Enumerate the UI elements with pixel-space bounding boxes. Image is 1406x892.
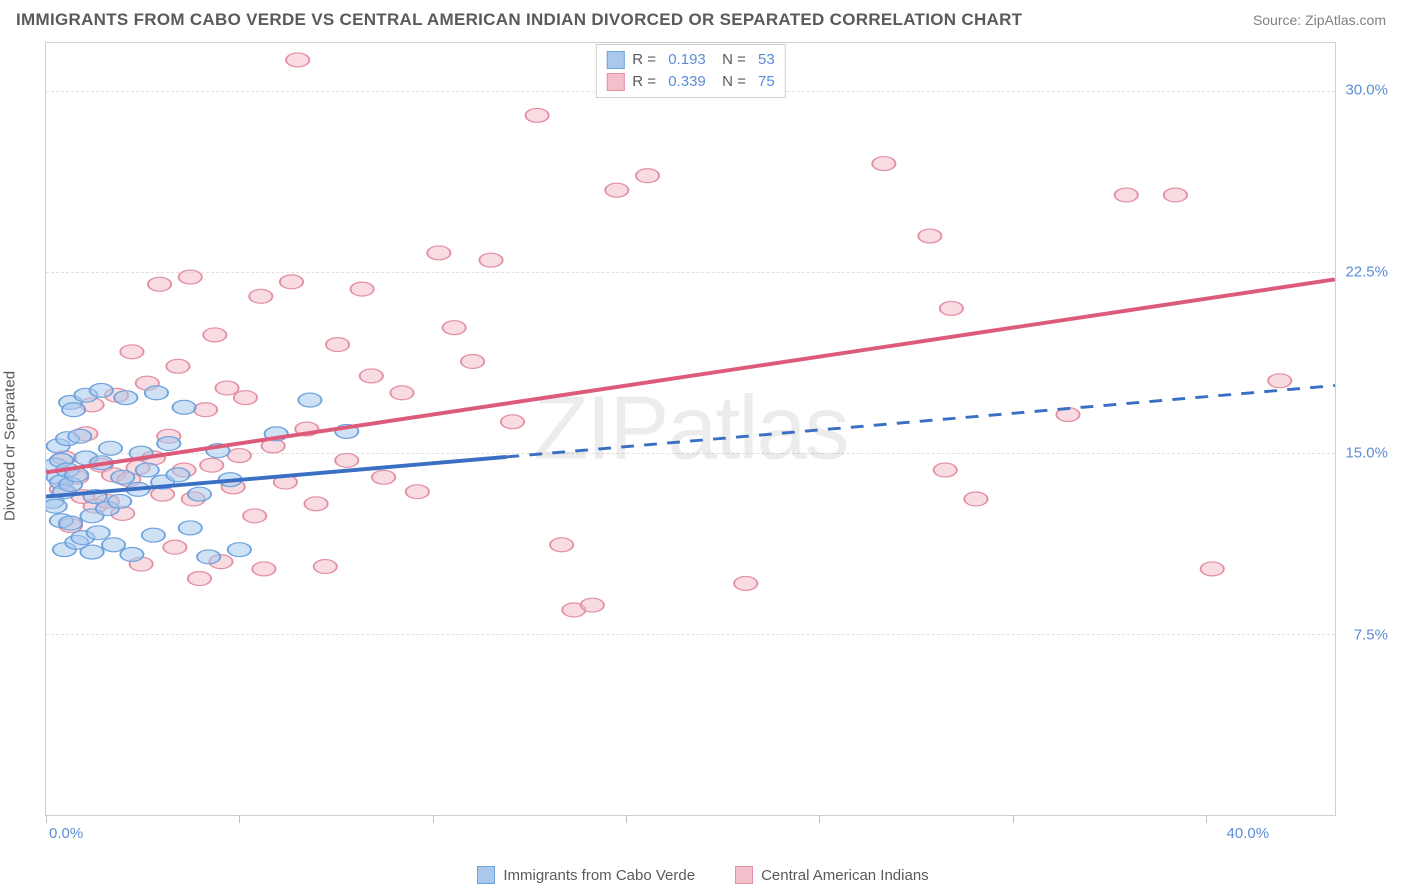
y-axis-label: Divorced or Separated: [2, 371, 19, 521]
plot-area: ZIPatlas R = 0.193 N = 53 R = 0.339 N = …: [45, 42, 1336, 816]
source-attribution: Source: ZipAtlas.com: [1253, 12, 1386, 28]
legend-item-central-american: Central American Indians: [735, 866, 929, 884]
x-tick-label: 40.0%: [1227, 825, 1270, 842]
legend-swatch-pink: [606, 73, 624, 91]
legend-swatch-blue: [606, 51, 624, 69]
r-value-1: 0.193: [668, 49, 706, 71]
chart-title: IMMIGRANTS FROM CABO VERDE VS CENTRAL AM…: [16, 10, 1022, 30]
legend-swatch-central-american: [735, 866, 753, 884]
n-value-2: 75: [758, 71, 775, 93]
legend-row-series-2: R = 0.339 N = 75: [606, 71, 774, 93]
x-tick-mark: [819, 815, 820, 823]
y-tick-label: 22.5%: [1345, 263, 1388, 280]
legend-row-series-1: R = 0.193 N = 53: [606, 49, 774, 71]
correlation-legend: R = 0.193 N = 53 R = 0.339 N = 75: [595, 44, 785, 98]
legend-label-cabo-verde: Immigrants from Cabo Verde: [503, 867, 695, 884]
x-tick-label: 0.0%: [49, 825, 83, 842]
legend-item-cabo-verde: Immigrants from Cabo Verde: [477, 866, 695, 884]
series-legend: Immigrants from Cabo Verde Central Ameri…: [0, 866, 1406, 884]
x-tick-mark: [239, 815, 240, 823]
x-tick-mark: [626, 815, 627, 823]
x-tick-mark: [433, 815, 434, 823]
x-tick-mark: [1206, 815, 1207, 823]
r-value-2: 0.339: [668, 71, 706, 93]
y-tick-label: 30.0%: [1345, 82, 1388, 99]
x-tick-mark: [1013, 815, 1014, 823]
x-tick-mark: [46, 815, 47, 823]
chart-container: ZIPatlas R = 0.193 N = 53 R = 0.339 N = …: [45, 42, 1396, 844]
y-tick-label: 15.0%: [1345, 445, 1388, 462]
scatter-plot-svg: [46, 43, 1335, 815]
legend-label-central-american: Central American Indians: [761, 867, 929, 884]
legend-swatch-cabo-verde: [477, 866, 495, 884]
y-tick-label: 7.5%: [1354, 626, 1388, 643]
n-value-1: 53: [758, 49, 775, 71]
